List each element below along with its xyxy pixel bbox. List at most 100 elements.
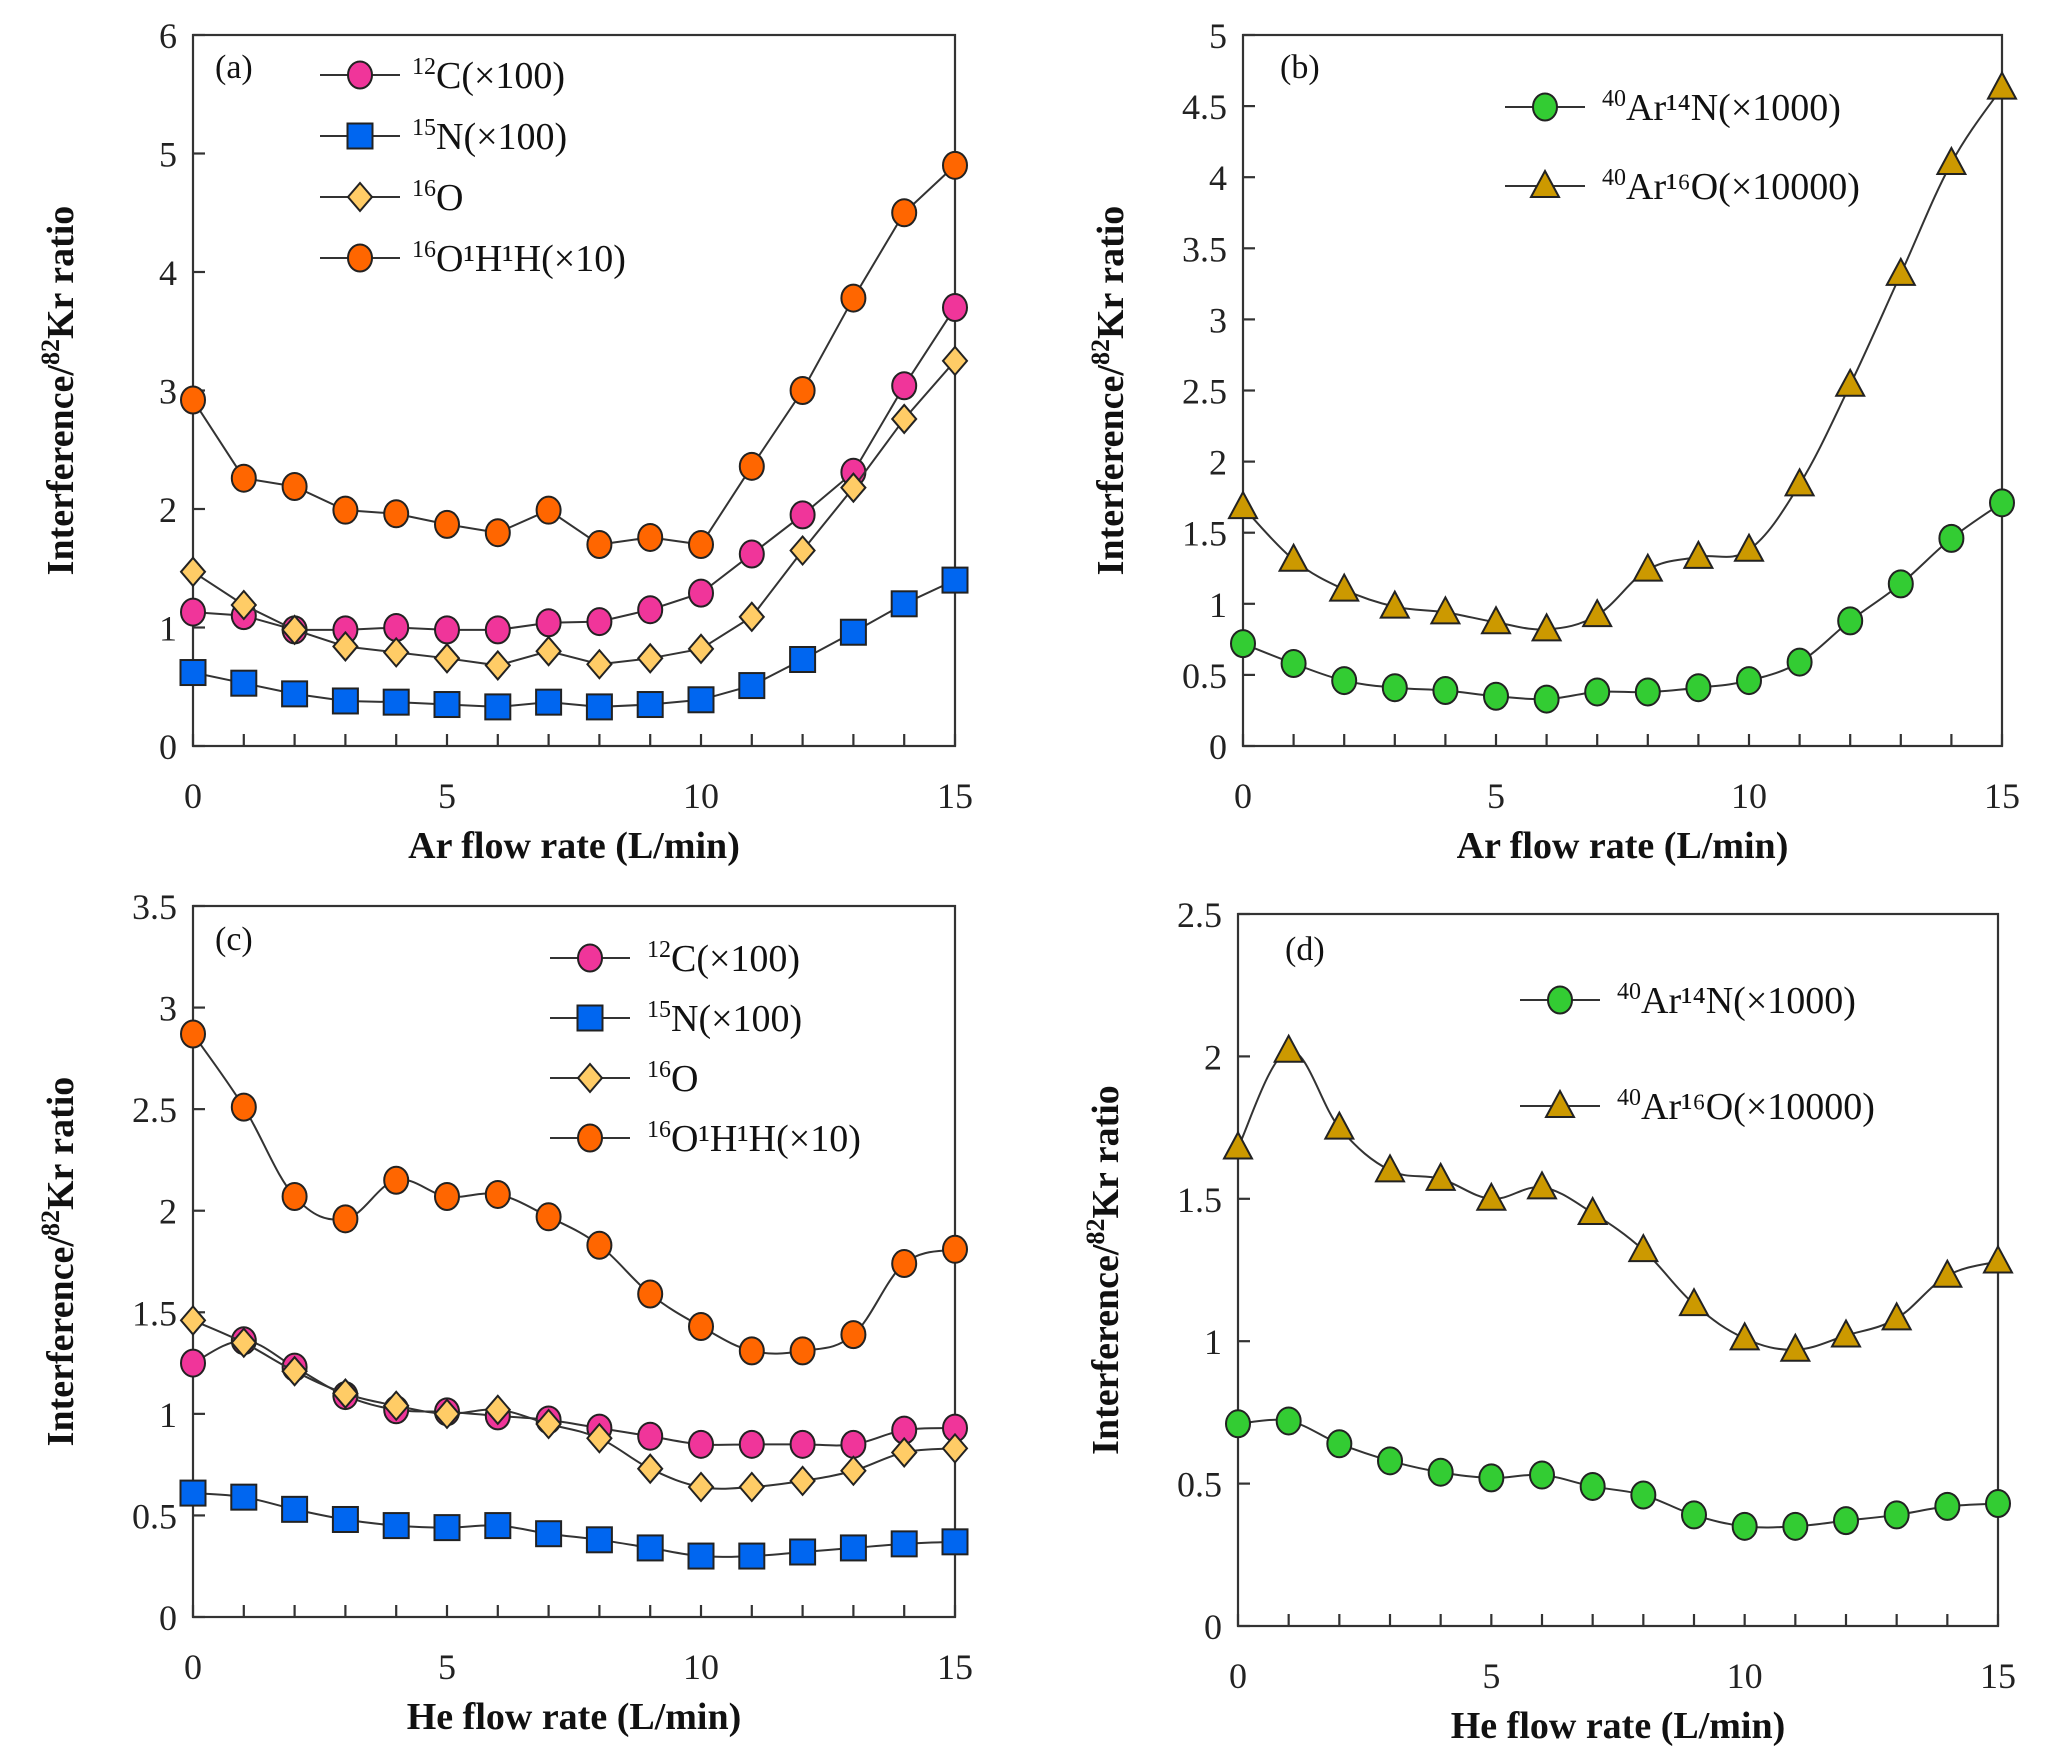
data-point: [281, 680, 309, 708]
series-line: [192, 1339, 956, 1447]
legend-label: 40Ar¹⁴N(×1000): [1602, 86, 1841, 129]
data-point: [281, 614, 308, 646]
data-point: [433, 1398, 461, 1430]
data-point: [688, 530, 714, 560]
data-point: [941, 1528, 969, 1556]
y-tick-label: 4.5: [1182, 87, 1227, 127]
x-tick-label: 15: [1980, 1656, 2016, 1696]
x-tick-label: 10: [683, 776, 719, 816]
y-tick-label: 1: [1204, 1322, 1222, 1362]
y-tick-label: 0: [159, 1598, 177, 1638]
x-axis-title: Ar flow rate (L/min): [408, 825, 740, 867]
data-point: [789, 1538, 817, 1566]
legend-marker: [346, 122, 374, 150]
data-point: [281, 1355, 308, 1387]
data-point: [1883, 1500, 1910, 1530]
series-line: [1237, 1418, 1999, 1529]
legend-marker: [1547, 985, 1573, 1015]
series-16O: [179, 345, 969, 681]
data-point: [1277, 542, 1310, 572]
data-point: [1833, 1506, 1859, 1536]
data-point: [179, 659, 207, 687]
data-point: [281, 471, 308, 501]
legend-label: 15N(×100): [647, 997, 802, 1040]
legend-marker: [576, 1062, 604, 1094]
series-16O1H1H(×10): [180, 150, 968, 560]
y-tick-label: 2: [1209, 443, 1227, 483]
data-point: [331, 1505, 359, 1533]
y-tick-label: 3: [159, 372, 177, 412]
data-point: [586, 648, 613, 680]
series-line: [192, 164, 956, 546]
data-point: [840, 1320, 867, 1350]
x-tick-label: 0: [1229, 1656, 1247, 1696]
y-tick-label: 2.5: [1177, 895, 1222, 935]
data-point: [839, 1534, 867, 1562]
data-point: [1272, 1033, 1305, 1063]
y-tick-label: 3.5: [132, 887, 177, 927]
series-line: [192, 360, 956, 667]
series-12C(×100): [180, 293, 968, 645]
panel-label: (d): [1285, 931, 1325, 968]
data-point: [1938, 523, 1965, 553]
data-point: [688, 1312, 714, 1342]
y-tick-label: 2: [159, 1192, 177, 1232]
legend-entry: 16O: [550, 1057, 698, 1100]
data-point: [1982, 1244, 2014, 1274]
legend-marker: [577, 1123, 603, 1153]
y-tick-label: 6: [159, 16, 177, 56]
x-tick-label: 10: [683, 1647, 719, 1687]
data-point: [738, 1542, 766, 1570]
series-40Ar14N(×1000): [1230, 488, 2015, 714]
legend-marker: [576, 1004, 604, 1032]
data-point: [433, 642, 461, 674]
panel-d: 0 0.5 1 1.5 2 2.5 0 5 10 15 He flow rate (L/min) In…: [1081, 895, 2016, 1747]
data-point: [1377, 1446, 1403, 1476]
y-tick-label: 2: [1204, 1037, 1222, 1077]
y-tick-label: 4: [159, 253, 177, 293]
data-point: [1779, 1332, 1812, 1362]
data-point: [1885, 256, 1917, 286]
legend-entry: 40Ar¹⁶O(×10000): [1505, 165, 1860, 208]
data-point: [941, 566, 969, 594]
legend-entry: 16O: [320, 176, 463, 219]
data-point: [1731, 1511, 1758, 1541]
data-point: [230, 1092, 257, 1122]
data-point: [586, 1422, 613, 1454]
legend-marker: [1529, 168, 1561, 198]
x-tick-label: 0: [184, 776, 202, 816]
data-point: [636, 1534, 664, 1562]
data-point: [1728, 1321, 1761, 1351]
data-point: [484, 1179, 511, 1209]
data-point: [687, 1471, 715, 1503]
data-point: [942, 293, 968, 323]
y-tick-label: 4: [1209, 158, 1227, 198]
data-point: [890, 403, 918, 435]
y-axis-title: Interference/82Kr ratio: [1086, 206, 1132, 576]
series-16O1H1H(×10): [180, 1019, 968, 1366]
data-point: [789, 534, 816, 567]
legend-entry: 40Ar¹⁶O(×10000): [1520, 1085, 1875, 1128]
legend-marker: [347, 243, 373, 273]
x-axis-title: He flow rate (L/min): [407, 1696, 742, 1738]
data-point: [738, 539, 765, 569]
data-point: [636, 642, 664, 674]
series-line: [192, 1319, 956, 1490]
data-point: [891, 198, 918, 228]
data-point: [1887, 569, 1914, 599]
data-point: [1480, 605, 1512, 635]
data-point: [230, 1483, 258, 1511]
data-point: [637, 595, 664, 625]
legend-label: 16O: [647, 1057, 698, 1100]
data-point: [1685, 673, 1712, 703]
x-tick-label: 10: [1727, 1656, 1763, 1696]
data-point: [789, 376, 816, 405]
data-point: [1880, 1301, 1913, 1331]
data-point: [331, 687, 359, 715]
panel-label: (c): [215, 921, 253, 958]
data-point: [434, 509, 460, 539]
panel-label: (a): [215, 49, 253, 86]
legend-label: 40Ar¹⁶O(×10000): [1617, 1085, 1875, 1128]
data-point: [637, 1421, 664, 1451]
legend-marker: [577, 943, 603, 973]
